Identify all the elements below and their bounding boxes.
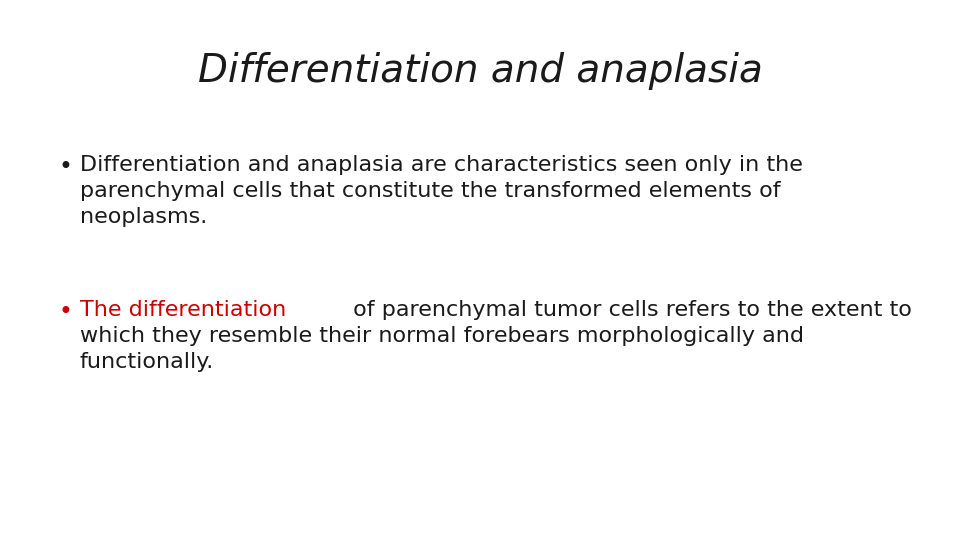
Text: •: • — [58, 300, 72, 324]
Text: Differentiation and anaplasia: Differentiation and anaplasia — [198, 52, 762, 90]
Text: of parenchymal tumor cells refers to the extent to: of parenchymal tumor cells refers to the… — [347, 300, 912, 320]
Text: which they resemble their normal forebears morphologically and: which they resemble their normal forebea… — [80, 326, 804, 346]
Text: The differentiation: The differentiation — [80, 300, 286, 320]
Text: neoplasms.: neoplasms. — [80, 207, 207, 227]
Text: functionally.: functionally. — [80, 352, 214, 372]
Text: •: • — [58, 155, 72, 179]
Text: parenchymal cells that constitute the transformed elements of: parenchymal cells that constitute the tr… — [80, 181, 780, 201]
Text: Differentiation and anaplasia are characteristics seen only in the: Differentiation and anaplasia are charac… — [80, 155, 803, 175]
